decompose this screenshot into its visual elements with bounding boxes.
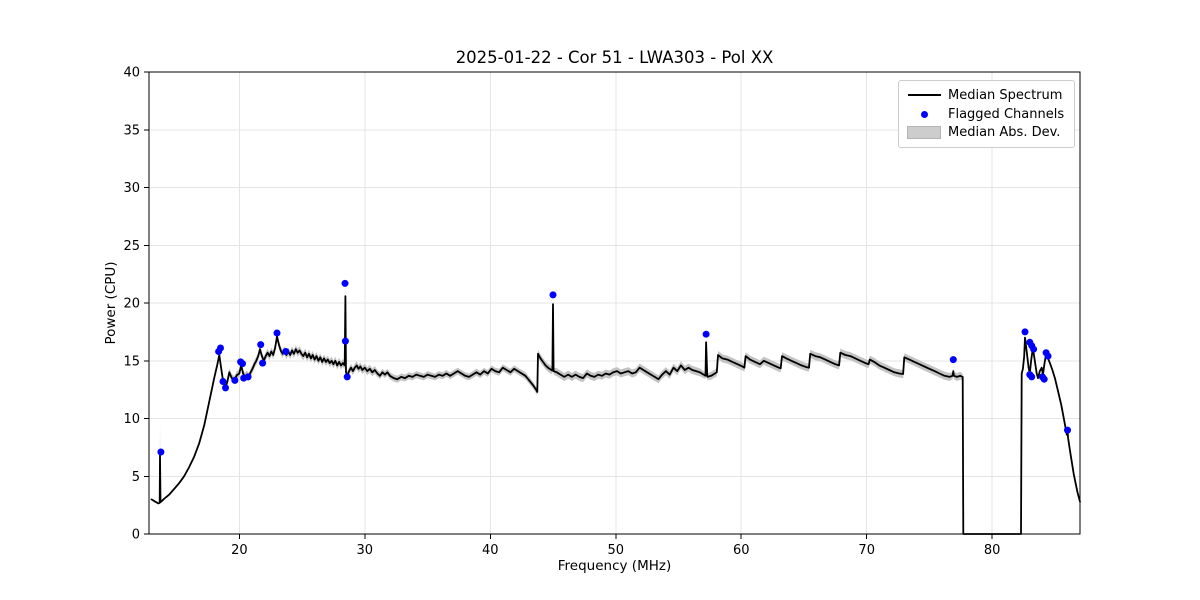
flagged-channel-dot [343,373,351,381]
legend: Median Spectrum Flagged Channels Median … [898,80,1075,148]
flagged-channel-dot [1040,375,1048,383]
flagged-channel-dot [1030,345,1038,353]
y-tick-label: 40 [123,66,140,81]
y-tick-label: 20 [123,297,140,312]
chart-title: 2025-01-22 - Cor 51 - LWA303 - Pol XX [455,48,774,67]
median-spectrum-line [150,295,1081,535]
flagged-channel-dot [217,344,224,352]
flagged-channel-dot [1064,426,1071,434]
flagged-channel-dot [239,360,246,368]
y-tick-label: 35 [123,123,140,138]
flagged-channel-dot [1021,328,1029,336]
x-tick-label: 70 [858,543,875,558]
x-tick-label: 30 [357,543,374,558]
tick-labels: 20 30 40 50 60 70 80 0 5 10 15 20 25 30 35 40 [123,66,1000,559]
mad-band [151,293,1080,534]
y-tick-label: 10 [123,412,140,427]
y-tick-label: 30 [123,181,140,196]
flagged-channel-dot [702,330,710,338]
flagged-channel-dot [949,356,957,364]
flagged-channel-dot [1044,352,1052,360]
y-tick-label: 5 [132,470,140,485]
flagged-channel-dot [222,384,229,392]
y-tick-label: 15 [123,354,140,369]
median-spectrum-line-swatch [907,94,941,97]
mad-patch-swatch [907,126,941,140]
legend-item-mad: Median Abs. Dev. [907,123,1066,142]
x-tick-label: 20 [231,543,248,558]
x-axis-label: Frequency (MHz) [557,558,672,574]
legend-label: Flagged Channels [948,106,1065,122]
flagged-channel-dot [157,448,165,456]
flagged-channel-dot [259,359,267,367]
flagged-channel-dot [231,376,239,384]
legend-label: Median Spectrum [948,87,1063,103]
flagged-channel-dot [341,337,349,345]
legend-item-median-spectrum: Median Spectrum [907,86,1066,105]
flagged-channel-dot [1028,373,1036,381]
flagged-channels-dots [157,279,1071,456]
x-tick-label: 40 [482,543,499,558]
flagged-channel-dot [219,378,227,385]
flagged-channel-dot [341,279,349,287]
flagged-channel-dot [273,329,281,337]
legend-item-flagged-channels: Flagged Channels [907,105,1066,124]
flagged-channel-dot [257,341,265,349]
legend-label: Median Abs. Dev. [948,125,1061,141]
y-tick-label: 0 [132,528,140,543]
flagged-channels-dot-swatch [907,110,941,118]
y-tick-label: 25 [123,239,140,254]
x-tick-label: 60 [733,543,750,558]
tick-marks [144,71,993,539]
spectrum-line-path [150,295,1081,535]
flagged-channel-dot [549,291,557,299]
x-tick-label: 80 [984,543,1001,558]
mad-band-area [151,293,1080,534]
x-tick-label: 50 [607,543,624,558]
flagged-channel-dot [244,373,252,381]
flagged-channel-dot [282,348,290,355]
